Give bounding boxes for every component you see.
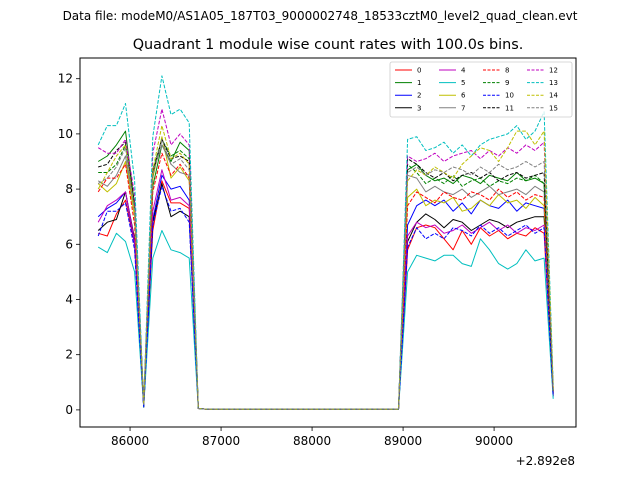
y-tick-label: 4 xyxy=(65,292,73,306)
legend-label-15: 15 xyxy=(549,104,558,112)
legend-label-11: 11 xyxy=(505,104,514,112)
legend-frame xyxy=(389,61,573,118)
y-tick-label: 6 xyxy=(65,237,73,251)
legend-label-7: 7 xyxy=(461,104,465,112)
series-line-8 xyxy=(97,152,554,410)
legend-label-10: 10 xyxy=(505,92,514,100)
x-tick-label: 90000 xyxy=(475,434,513,448)
x-tick-label: 87000 xyxy=(202,434,240,448)
chart-title: Quadrant 1 module wise count rates with … xyxy=(133,37,524,53)
legend-label-1: 1 xyxy=(417,79,421,87)
y-tick-label: 0 xyxy=(65,403,73,417)
legend-label-2: 2 xyxy=(417,92,421,100)
series-line-15 xyxy=(97,138,554,410)
x-tick-label: 86000 xyxy=(111,434,149,448)
y-tick-label: 2 xyxy=(65,348,73,362)
y-tick-label: 8 xyxy=(65,182,73,196)
legend-label-6: 6 xyxy=(461,92,466,100)
plot-area xyxy=(97,75,554,410)
x-offset-label: +2.892e8 xyxy=(516,454,575,468)
legend-label-9: 9 xyxy=(505,79,509,87)
legend-label-13: 13 xyxy=(549,79,558,87)
suptitle: Data file: modeM0/AS1A05_187T03_90000027… xyxy=(63,9,578,23)
x-tick-label: 89000 xyxy=(384,434,422,448)
y-tick-label: 10 xyxy=(58,127,73,141)
x-tick-label: 88000 xyxy=(293,434,331,448)
series-line-13 xyxy=(97,75,554,410)
axes-frame xyxy=(79,57,577,428)
legend-label-12: 12 xyxy=(549,67,558,75)
series-line-10 xyxy=(97,185,554,410)
y-tick-label: 12 xyxy=(58,72,73,86)
legend-label-4: 4 xyxy=(461,67,466,75)
legend-label-5: 5 xyxy=(461,79,465,87)
legend-label-3: 3 xyxy=(417,104,421,112)
legend-label-14: 14 xyxy=(549,92,558,100)
series-layer xyxy=(97,75,554,410)
legend-label-8: 8 xyxy=(505,67,509,75)
legend-label-0: 0 xyxy=(417,67,421,75)
